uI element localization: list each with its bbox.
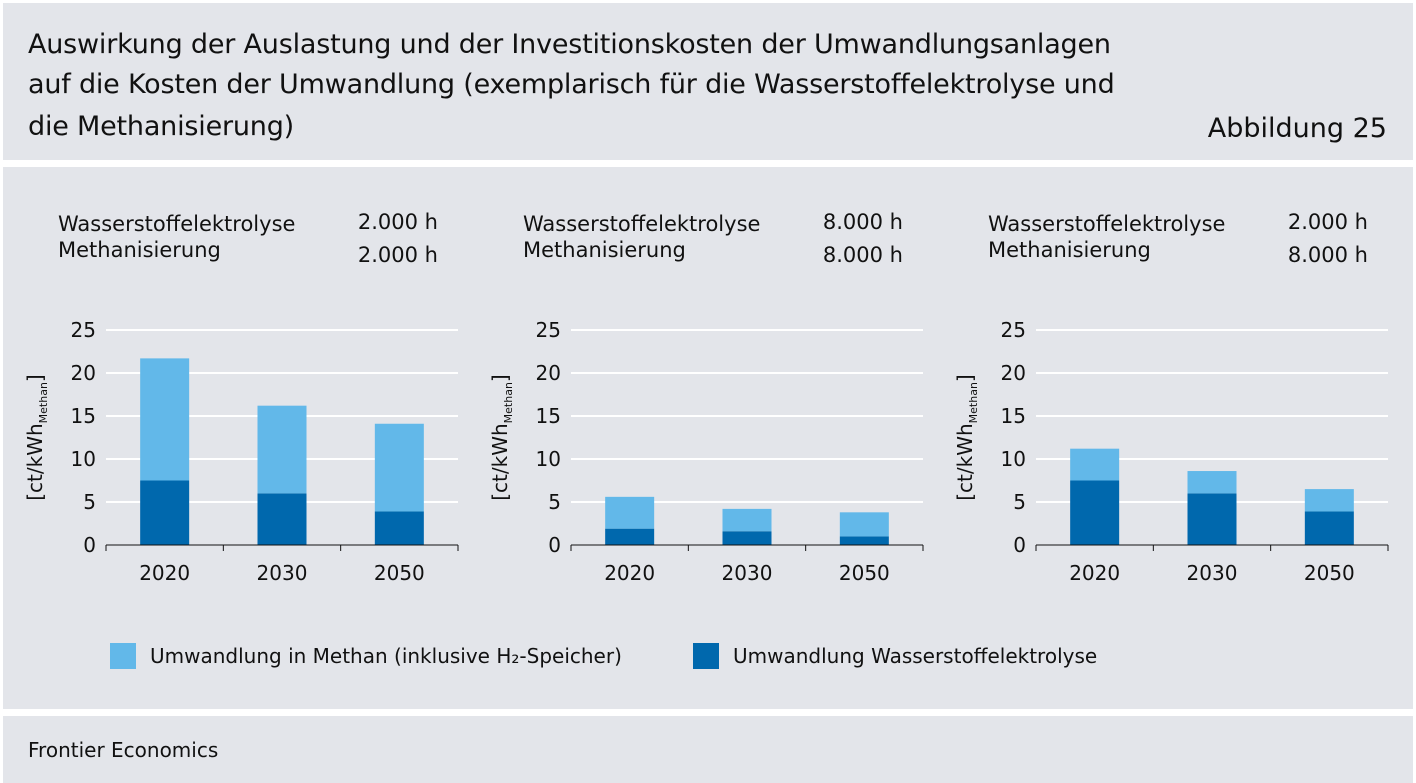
y-axis-label-subscript: Methan xyxy=(37,382,50,423)
figure-title-line-1: Auswirkung der Auslastung und der Invest… xyxy=(28,29,1111,60)
bar-chart-3: 0 5 10 15 20 25 [ct/kWhMethan] 2020 2030 2050 xyxy=(953,318,1389,585)
figure-footer: Frontier Economics xyxy=(3,716,1413,783)
bar-segment-elektrolyse xyxy=(605,528,655,545)
x-tick-label: 2030 xyxy=(1187,561,1238,585)
scenario-value-elektrolyse: 2.000 h xyxy=(357,210,438,234)
y-tick-label: 25 xyxy=(71,318,96,342)
y-tick-label: 15 xyxy=(71,404,96,428)
y-axis-label-end: ] xyxy=(23,374,47,382)
y-tick-label: 0 xyxy=(548,533,561,557)
y-tick-label: 20 xyxy=(536,361,561,385)
chart-panel-1: Wasserstoffelektrolyse Methanisierung 2.… xyxy=(23,167,488,587)
y-tick-label: 20 xyxy=(1001,361,1026,385)
x-tick-label: 2030 xyxy=(257,561,308,585)
y-tick-label: 10 xyxy=(536,447,561,471)
y-tick-label: 10 xyxy=(1001,447,1026,471)
scenario-label-methanisierung: Methanisierung xyxy=(988,238,1151,262)
scenario-label-elektrolyse: Wasserstoffelektrolyse xyxy=(58,212,296,236)
y-axis-label-subscript: Methan xyxy=(967,382,980,423)
bar-segment-elektrolyse xyxy=(374,511,424,545)
bar-segment-elektrolyse xyxy=(1070,480,1120,545)
legend-label-methan: Umwandlung in Methan (inklusive H₂-Speic… xyxy=(150,644,622,668)
chart-panel-3: Wasserstoffelektrolyse Methanisierung 2.… xyxy=(953,167,1416,587)
scenario-value-methanisierung: 8.000 h xyxy=(822,243,903,267)
bar-chart-2: 0 5 10 15 20 25 [ct/kWhMethan] 2020 2030 2050 xyxy=(488,318,924,585)
y-tick-label: 5 xyxy=(1013,490,1026,514)
bar-segment-methan xyxy=(605,496,655,529)
y-tick-label: 15 xyxy=(536,404,561,428)
source-note: Frontier Economics xyxy=(28,738,219,762)
y-axis-label-main: [ct/kWh xyxy=(23,423,47,500)
x-tick-label: 2050 xyxy=(374,561,425,585)
bar-segment-elektrolyse xyxy=(839,536,889,545)
scenario-label-elektrolyse: Wasserstoffelektrolyse xyxy=(523,212,761,236)
y-tick-label: 0 xyxy=(1013,533,1026,557)
x-tick-label: 2020 xyxy=(1069,561,1120,585)
scenario-label-methanisierung: Methanisierung xyxy=(58,238,221,262)
bar-segment-methan xyxy=(257,405,307,494)
bar-segment-methan xyxy=(1304,489,1354,512)
y-tick-label: 5 xyxy=(548,490,561,514)
chart-area: Wasserstoffelektrolyse Methanisierung 2.… xyxy=(3,167,1413,709)
figure-title-line-2: auf die Kosten der Umwandlung (exemplari… xyxy=(28,69,1115,100)
scenario-value-elektrolyse: 2.000 h xyxy=(1287,210,1368,234)
scenario-value-methanisierung: 8.000 h xyxy=(1287,243,1368,267)
x-tick-label: 2020 xyxy=(604,561,655,585)
y-axis-label-main: [ct/kWh xyxy=(488,423,512,500)
y-tick-label: 25 xyxy=(1001,318,1026,342)
bar-segment-elektrolyse xyxy=(1187,493,1237,545)
bar-segment-methan xyxy=(839,512,889,537)
scenario-label-elektrolyse: Wasserstoffelektrolyse xyxy=(988,212,1226,236)
legend-swatch-elektrolyse xyxy=(693,643,719,669)
bar-segment-methan xyxy=(374,423,424,512)
y-tick-label: 15 xyxy=(1001,404,1026,428)
scenario-value-elektrolyse: 8.000 h xyxy=(822,210,903,234)
x-tick-label: 2030 xyxy=(722,561,773,585)
bar-segment-elektrolyse xyxy=(1304,511,1354,545)
scenario-label-methanisierung: Methanisierung xyxy=(523,238,686,262)
y-axis-label-end: ] xyxy=(953,374,977,382)
x-tick-label: 2050 xyxy=(839,561,890,585)
figure-header: Auswirkung der Auslastung und der Invest… xyxy=(3,3,1413,160)
x-tick-label: 2020 xyxy=(139,561,190,585)
legend-item-elektrolyse: Umwandlung Wasserstoffelektrolyse xyxy=(693,643,1097,669)
y-axis-label-main: [ct/kWh xyxy=(953,423,977,500)
y-tick-label: 25 xyxy=(536,318,561,342)
bar-segment-methan xyxy=(140,358,190,481)
legend-swatch-methan xyxy=(110,643,136,669)
bar-chart-1: 0 5 10 15 20 25 [ct/kWhMethan] 2020 2030 2050 xyxy=(23,318,459,585)
y-tick-label: 20 xyxy=(71,361,96,385)
figure-title-line-3: die Methanisierung) xyxy=(28,111,294,142)
legend-item-methan: Umwandlung in Methan (inklusive H₂-Speic… xyxy=(110,643,622,669)
bar-segment-methan xyxy=(1070,448,1120,481)
y-axis-label: [ct/kWhMethan] xyxy=(953,374,980,501)
y-axis-label-end: ] xyxy=(488,374,512,382)
x-tick-label: 2050 xyxy=(1304,561,1355,585)
bar-segment-elektrolyse xyxy=(257,493,307,545)
chart-panel-2: Wasserstoffelektrolyse Methanisierung 8.… xyxy=(488,167,953,587)
bar-segment-elektrolyse xyxy=(722,531,772,545)
y-tick-label: 10 xyxy=(71,447,96,471)
figure-number: Abbildung 25 xyxy=(1207,113,1387,144)
y-axis-label-subscript: Methan xyxy=(502,382,515,423)
y-tick-label: 0 xyxy=(83,533,96,557)
bar-segment-methan xyxy=(722,508,772,532)
y-tick-label: 5 xyxy=(83,490,96,514)
legend-label-elektrolyse: Umwandlung Wasserstoffelektrolyse xyxy=(733,644,1098,668)
bar-segment-methan xyxy=(1187,471,1237,494)
bar-segment-elektrolyse xyxy=(140,480,190,545)
scenario-value-methanisierung: 2.000 h xyxy=(357,243,438,267)
y-axis-label: [ct/kWhMethan] xyxy=(488,374,515,501)
y-axis-label: [ct/kWhMethan] xyxy=(23,374,50,501)
